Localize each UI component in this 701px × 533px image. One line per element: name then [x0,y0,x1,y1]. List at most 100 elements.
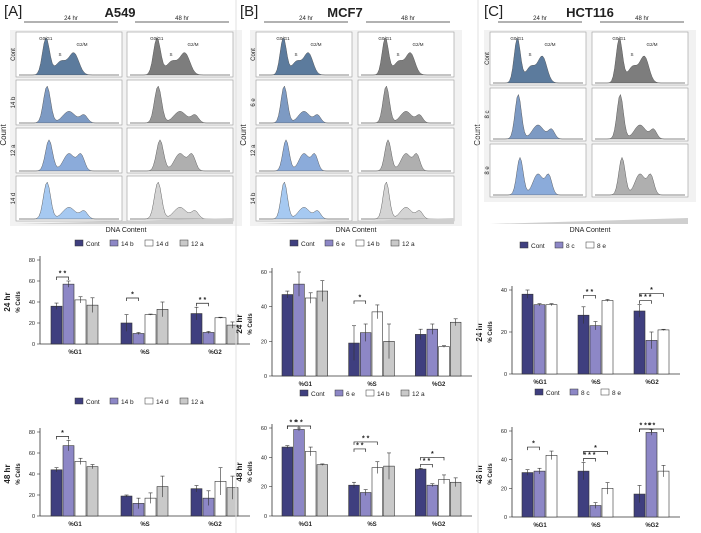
bar [74,299,87,345]
y-tick-label: 40 [261,305,267,311]
row-label: 12 a [11,144,17,156]
bar [202,332,215,345]
histogram-curve [19,85,119,124]
category-label: %G1 [68,350,82,356]
y-axis-label: % Cells [16,463,22,485]
panel-tag: [B] [240,3,258,20]
category-label: %G1 [299,382,313,388]
bar [589,325,602,375]
category-label: %S [140,522,149,528]
row-time-label: 48 hr [475,464,484,483]
bar [305,297,317,377]
significance-bracket [286,425,312,429]
significance-stars: * [61,430,64,437]
time-label: 48 hr [635,16,649,22]
significance-bracket [56,436,69,440]
legend-label: Cont [86,241,100,248]
bar [601,300,614,375]
category-label: %S [591,380,600,386]
category-label: %G2 [432,382,446,388]
legend-label: Cont [546,390,560,397]
bar [305,451,317,517]
bar [450,321,462,377]
bar [360,492,372,517]
y-tick-label: 20 [29,321,35,327]
legend-label: 14 d [156,399,169,406]
bar-chart-A549-24: Cont 14 b 14 d 12 a 0 20 40 60 80 24 hr % Cells %G1… [3,239,250,356]
bar [438,479,450,517]
legend-swatch [179,239,189,247]
legend-label: 14 b [121,241,134,248]
y-tick-label: 20 [501,330,507,336]
bar [120,495,133,517]
legend-label: 6 e [346,391,355,398]
legend-swatch [144,239,154,247]
row-time-label: 24 hr [475,322,484,341]
histogram-curve [361,37,451,76]
legend-label: 12 a [191,241,204,248]
significance-stars: * * [423,458,431,465]
significance-bracket [353,441,378,445]
category-label: %G2 [645,523,659,529]
significance-bracket [639,300,652,304]
flow-panel-0: [A] A549 24 hr 48 hr Cont G0/G1 S G2/M G0/G1 S G2/… [0,3,242,234]
row-label: 6 e [251,98,257,107]
bar [132,333,145,345]
bar [415,468,427,517]
y-tick-label: 60 [261,426,267,432]
x-axis-label: DNA Content [570,227,611,234]
y-tick-label: 80 [29,430,35,436]
histogram-curve [595,37,685,84]
histogram-curve [19,37,119,76]
category-label: %S [367,522,376,528]
legend-swatch [390,239,400,247]
row-label: 12 a [251,144,257,156]
bar [545,455,558,518]
histogram-frame [255,127,353,174]
y-axis-label: Count [239,124,248,146]
legend-swatch [355,239,365,247]
row-label: 14 d [11,193,17,205]
histogram-curve [130,85,230,124]
phase-label: G2/M [412,42,423,47]
y-tick-label: 20 [261,339,267,345]
legend-swatch [109,397,119,405]
legend-label: 14 b [367,241,380,248]
significance-stars: * * [199,297,207,304]
y-axis-label: % Cells [248,313,254,335]
bar-chart-A549-48: Cont 14 b 14 d 12 a 0 20 40 60 80 48 hr % Cells %G1… [3,397,250,528]
y-tick-label: 20 [501,486,507,492]
category-label: %G2 [208,522,222,528]
bar [438,346,450,377]
phase-label: S [630,52,633,57]
bar [316,290,328,377]
legend-label: Cont [301,241,315,248]
histogram-curve [361,139,451,172]
significance-stars: * [650,287,653,294]
legend-label: 14 d [156,241,169,248]
phase-label: S [58,52,61,57]
legend-label: 14 b [377,391,390,398]
time-label: 24 hr [533,16,547,22]
bar [214,317,227,345]
legend-label: 12 a [402,241,415,248]
significance-stars: * * [586,289,594,296]
category-label: %S [367,382,376,388]
phase-label: G2/M [646,42,657,47]
y-tick-label: 0 [504,515,507,521]
significance-stars: * * [295,420,303,427]
legend-swatch [585,241,595,249]
row-label: 14 b [251,192,257,204]
panel-tag: [C] [484,3,503,20]
legend-swatch [569,388,579,396]
significance-stars: * * * [639,294,651,301]
bar [426,484,438,517]
legend-label: 14 b [121,399,134,406]
bar [293,283,305,377]
y-tick-label: 20 [261,485,267,491]
bar [545,304,558,375]
y-tick-label: 60 [261,270,267,276]
time-label: 24 hr [64,16,78,22]
x-axis-label: DNA Content [336,227,377,234]
